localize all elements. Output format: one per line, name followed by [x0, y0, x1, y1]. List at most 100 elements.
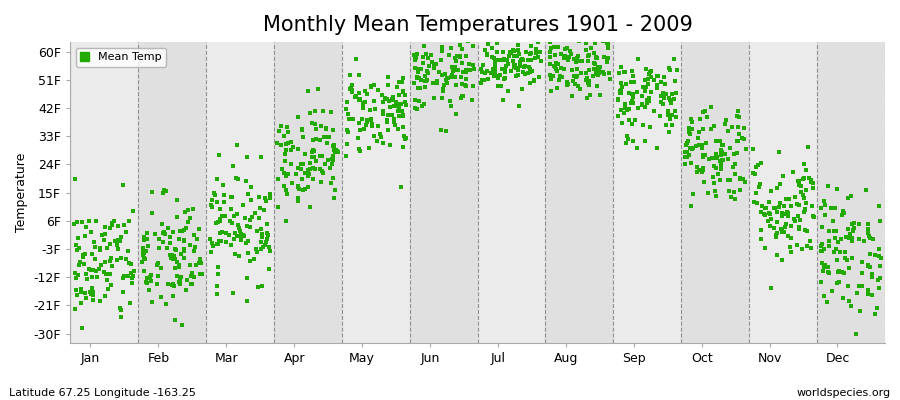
- Point: [723, 176, 737, 183]
- Point: [239, 154, 254, 160]
- Point: [566, 77, 580, 84]
- Point: [296, 161, 310, 167]
- Point: [818, 202, 832, 208]
- Bar: [681, 42, 749, 343]
- Point: [360, 118, 374, 125]
- Point: [317, 134, 331, 140]
- Point: [637, 84, 652, 90]
- Point: [701, 190, 716, 197]
- Point: [770, 185, 784, 192]
- Point: [583, 92, 598, 98]
- Point: [243, 258, 257, 264]
- Point: [476, 76, 491, 83]
- Point: [277, 182, 292, 189]
- Point: [717, 120, 732, 127]
- Point: [524, 50, 538, 56]
- Point: [92, 265, 106, 272]
- Point: [746, 170, 760, 176]
- Point: [716, 157, 730, 163]
- Point: [545, 37, 560, 43]
- Point: [862, 251, 877, 257]
- Point: [759, 245, 773, 251]
- Point: [804, 245, 818, 251]
- Point: [250, 249, 265, 255]
- Point: [177, 246, 192, 252]
- Point: [482, 40, 496, 47]
- Point: [380, 117, 394, 123]
- Point: [560, 45, 574, 52]
- Point: [843, 192, 858, 199]
- Point: [528, 50, 543, 56]
- Point: [279, 124, 293, 130]
- Point: [654, 93, 669, 99]
- Point: [315, 167, 329, 174]
- Point: [619, 140, 634, 146]
- Point: [271, 176, 285, 182]
- Point: [836, 270, 850, 276]
- Point: [101, 286, 115, 292]
- Point: [817, 262, 832, 268]
- Point: [301, 184, 315, 190]
- Point: [410, 51, 425, 58]
- Point: [284, 139, 298, 145]
- Point: [193, 256, 207, 262]
- Point: [446, 66, 460, 72]
- Point: [144, 278, 158, 284]
- Point: [291, 165, 305, 171]
- Point: [96, 237, 111, 244]
- Point: [662, 116, 677, 122]
- Point: [207, 190, 221, 196]
- Point: [665, 122, 680, 128]
- Point: [775, 226, 789, 233]
- Point: [695, 145, 709, 151]
- Point: [437, 34, 452, 41]
- Point: [715, 141, 729, 148]
- Point: [733, 176, 747, 182]
- Point: [82, 266, 96, 272]
- Point: [305, 120, 320, 126]
- Point: [82, 217, 96, 224]
- Point: [644, 74, 659, 80]
- Point: [352, 90, 366, 96]
- Point: [349, 56, 364, 62]
- Point: [77, 250, 92, 257]
- Point: [596, 38, 610, 44]
- Point: [344, 85, 358, 91]
- Point: [668, 107, 682, 114]
- Point: [714, 147, 728, 153]
- Point: [698, 139, 713, 146]
- Point: [873, 263, 887, 270]
- Point: [234, 234, 248, 240]
- Bar: [342, 42, 410, 343]
- Point: [614, 80, 628, 86]
- Point: [172, 236, 186, 242]
- Point: [506, 58, 520, 64]
- Point: [315, 153, 329, 160]
- Point: [636, 122, 651, 128]
- Point: [651, 73, 665, 80]
- Point: [770, 219, 785, 225]
- Point: [845, 221, 859, 228]
- Point: [326, 152, 340, 159]
- Point: [816, 268, 831, 274]
- Point: [695, 169, 709, 175]
- Title: Monthly Mean Temperatures 1901 - 2009: Monthly Mean Temperatures 1901 - 2009: [263, 15, 692, 35]
- Point: [387, 103, 401, 110]
- Point: [140, 236, 154, 242]
- Point: [498, 69, 512, 75]
- Point: [872, 202, 886, 209]
- Point: [104, 282, 118, 288]
- Point: [532, 74, 546, 80]
- Point: [582, 67, 597, 73]
- Point: [234, 231, 248, 237]
- Point: [85, 251, 99, 257]
- Point: [229, 175, 243, 181]
- Point: [285, 180, 300, 186]
- Point: [683, 144, 698, 151]
- Point: [353, 96, 367, 102]
- Point: [794, 189, 808, 196]
- Point: [225, 290, 239, 296]
- Point: [303, 166, 318, 172]
- Point: [385, 96, 400, 102]
- Point: [781, 233, 796, 240]
